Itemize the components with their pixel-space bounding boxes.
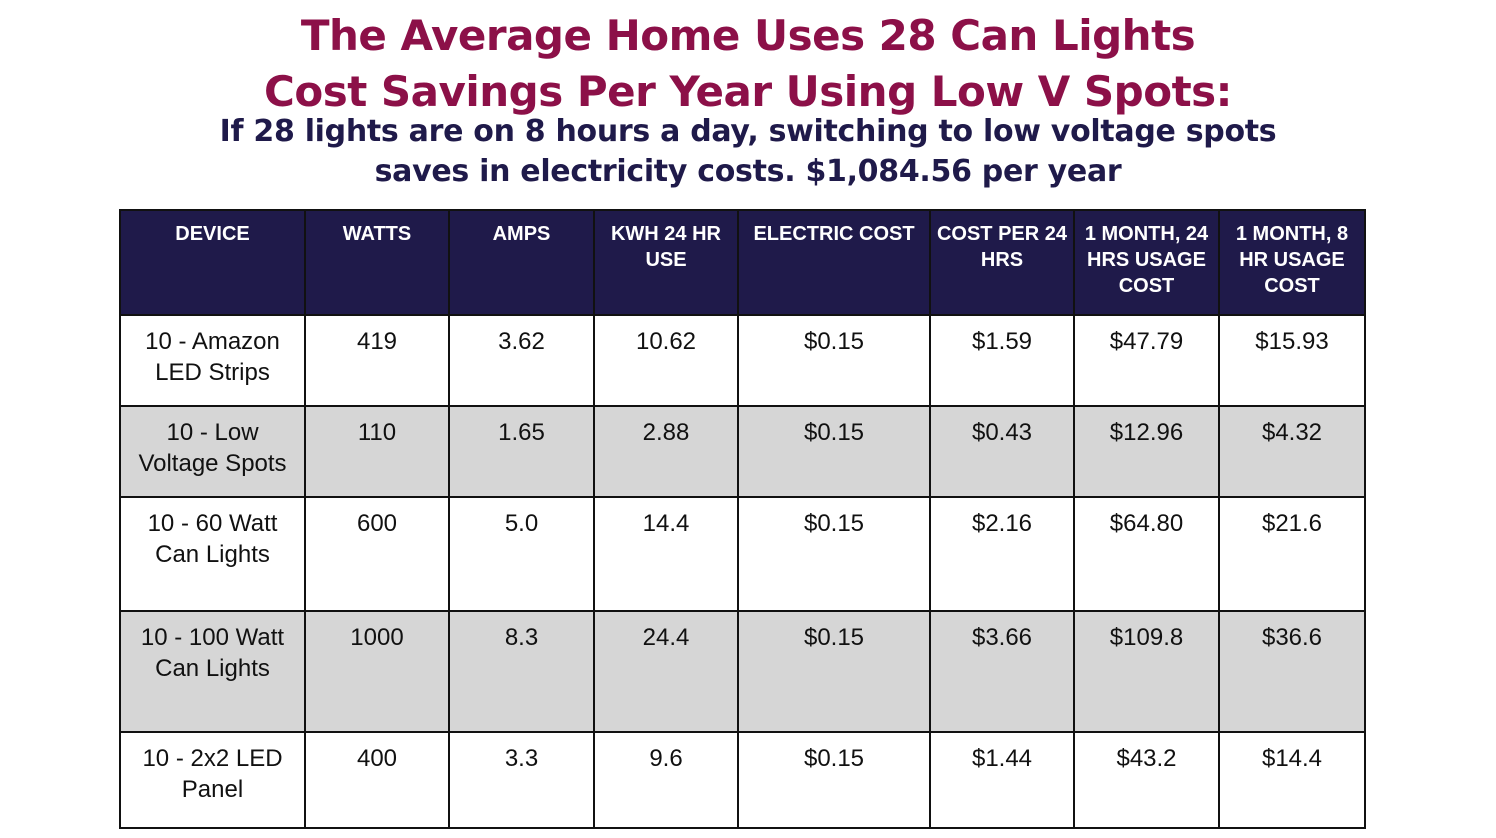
page-title-secondary: Cost Savings Per Year Using Low V Spots: [264, 67, 1232, 116]
cell-month-8hrs: $4.32 [1218, 405, 1366, 498]
cell-month-24hrs: $12.96 [1073, 405, 1220, 498]
cell-month-8hrs: $14.4 [1218, 731, 1366, 829]
cell-kwh: 9.6 [593, 731, 739, 829]
cell-cost-per-24hrs: $0.43 [929, 405, 1075, 498]
cell-kwh: 14.4 [593, 496, 739, 612]
cell-cost-per-24hrs: $1.44 [929, 731, 1075, 829]
cell-kwh: 2.88 [593, 405, 739, 498]
cell-month-24hrs: $43.2 [1073, 731, 1220, 829]
cell-device: 10 - Low Voltage Spots [119, 405, 306, 498]
column-header-electric-cost: ELECTRIC COST [737, 209, 931, 316]
cell-cost-per-24hrs: $2.16 [929, 496, 1075, 612]
table-row: 10 - 100 Watt Can Lights 1000 8.3 24.4 $… [119, 610, 1366, 733]
subtitle-secondary: saves in electricity costs. $1,084.56 pe… [374, 154, 1122, 189]
cell-watts: 600 [304, 496, 450, 612]
column-header-device: DEVICE [119, 209, 306, 316]
column-header-month-24hrs: 1 MONTH, 24 HRS USAGE COST [1073, 209, 1220, 316]
titles: The Average Home Uses 28 Can Lights Cost… [0, 8, 1496, 192]
cell-month-8hrs: $21.6 [1218, 496, 1366, 612]
cell-amps: 3.3 [448, 731, 595, 829]
column-header-watts: WATTS [304, 209, 450, 316]
cell-watts: 419 [304, 314, 450, 407]
cell-month-8hrs: $36.6 [1218, 610, 1366, 733]
subtitle: If 28 lights are on 8 hours a day, switc… [219, 114, 1277, 149]
column-header-amps: AMPS [448, 209, 595, 316]
cell-month-24hrs: $64.80 [1073, 496, 1220, 612]
cell-device: 10 - Amazon LED Strips [119, 314, 306, 407]
cell-device: 10 - 60 Watt Can Lights [119, 496, 306, 612]
cell-amps: 1.65 [448, 405, 595, 498]
page-title: The Average Home Uses 28 Can Lights [300, 11, 1196, 60]
table-row: 10 - Amazon LED Strips 419 3.62 10.62 $0… [119, 314, 1366, 407]
cell-kwh: 24.4 [593, 610, 739, 733]
cell-watts: 1000 [304, 610, 450, 733]
table-header-row: DEVICE WATTS AMPS KWH 24 HR USE ELECTRIC… [119, 209, 1366, 316]
cell-amps: 8.3 [448, 610, 595, 733]
cell-electric-cost: $0.15 [737, 405, 931, 498]
column-header-month-8hrs: 1 MONTH, 8 HR USAGE COST [1218, 209, 1366, 316]
table-row: 10 - 60 Watt Can Lights 600 5.0 14.4 $0.… [119, 496, 1366, 612]
cell-amps: 3.62 [448, 314, 595, 407]
cell-month-24hrs: $109.8 [1073, 610, 1220, 733]
cell-electric-cost: $0.15 [737, 610, 931, 733]
table-row: 10 - Low Voltage Spots 110 1.65 2.88 $0.… [119, 405, 1366, 498]
cell-watts: 110 [304, 405, 450, 498]
table-row: 10 - 2x2 LED Panel 400 3.3 9.6 $0.15 $1.… [119, 731, 1366, 829]
column-header-kwh: KWH 24 HR USE [593, 209, 739, 316]
cell-month-24hrs: $47.79 [1073, 314, 1220, 407]
cell-amps: 5.0 [448, 496, 595, 612]
cell-device: 10 - 2x2 LED Panel [119, 731, 306, 829]
cell-electric-cost: $0.15 [737, 314, 931, 407]
cell-cost-per-24hrs: $3.66 [929, 610, 1075, 733]
cell-month-8hrs: $15.93 [1218, 314, 1366, 407]
cost-comparison-table: DEVICE WATTS AMPS KWH 24 HR USE ELECTRIC… [119, 209, 1366, 829]
column-header-cost-per-24hrs: COST PER 24 HRS [929, 209, 1075, 316]
cell-watts: 400 [304, 731, 450, 829]
cell-electric-cost: $0.15 [737, 731, 931, 829]
cell-cost-per-24hrs: $1.59 [929, 314, 1075, 407]
cell-kwh: 10.62 [593, 314, 739, 407]
cell-device: 10 - 100 Watt Can Lights [119, 610, 306, 733]
cell-electric-cost: $0.15 [737, 496, 931, 612]
